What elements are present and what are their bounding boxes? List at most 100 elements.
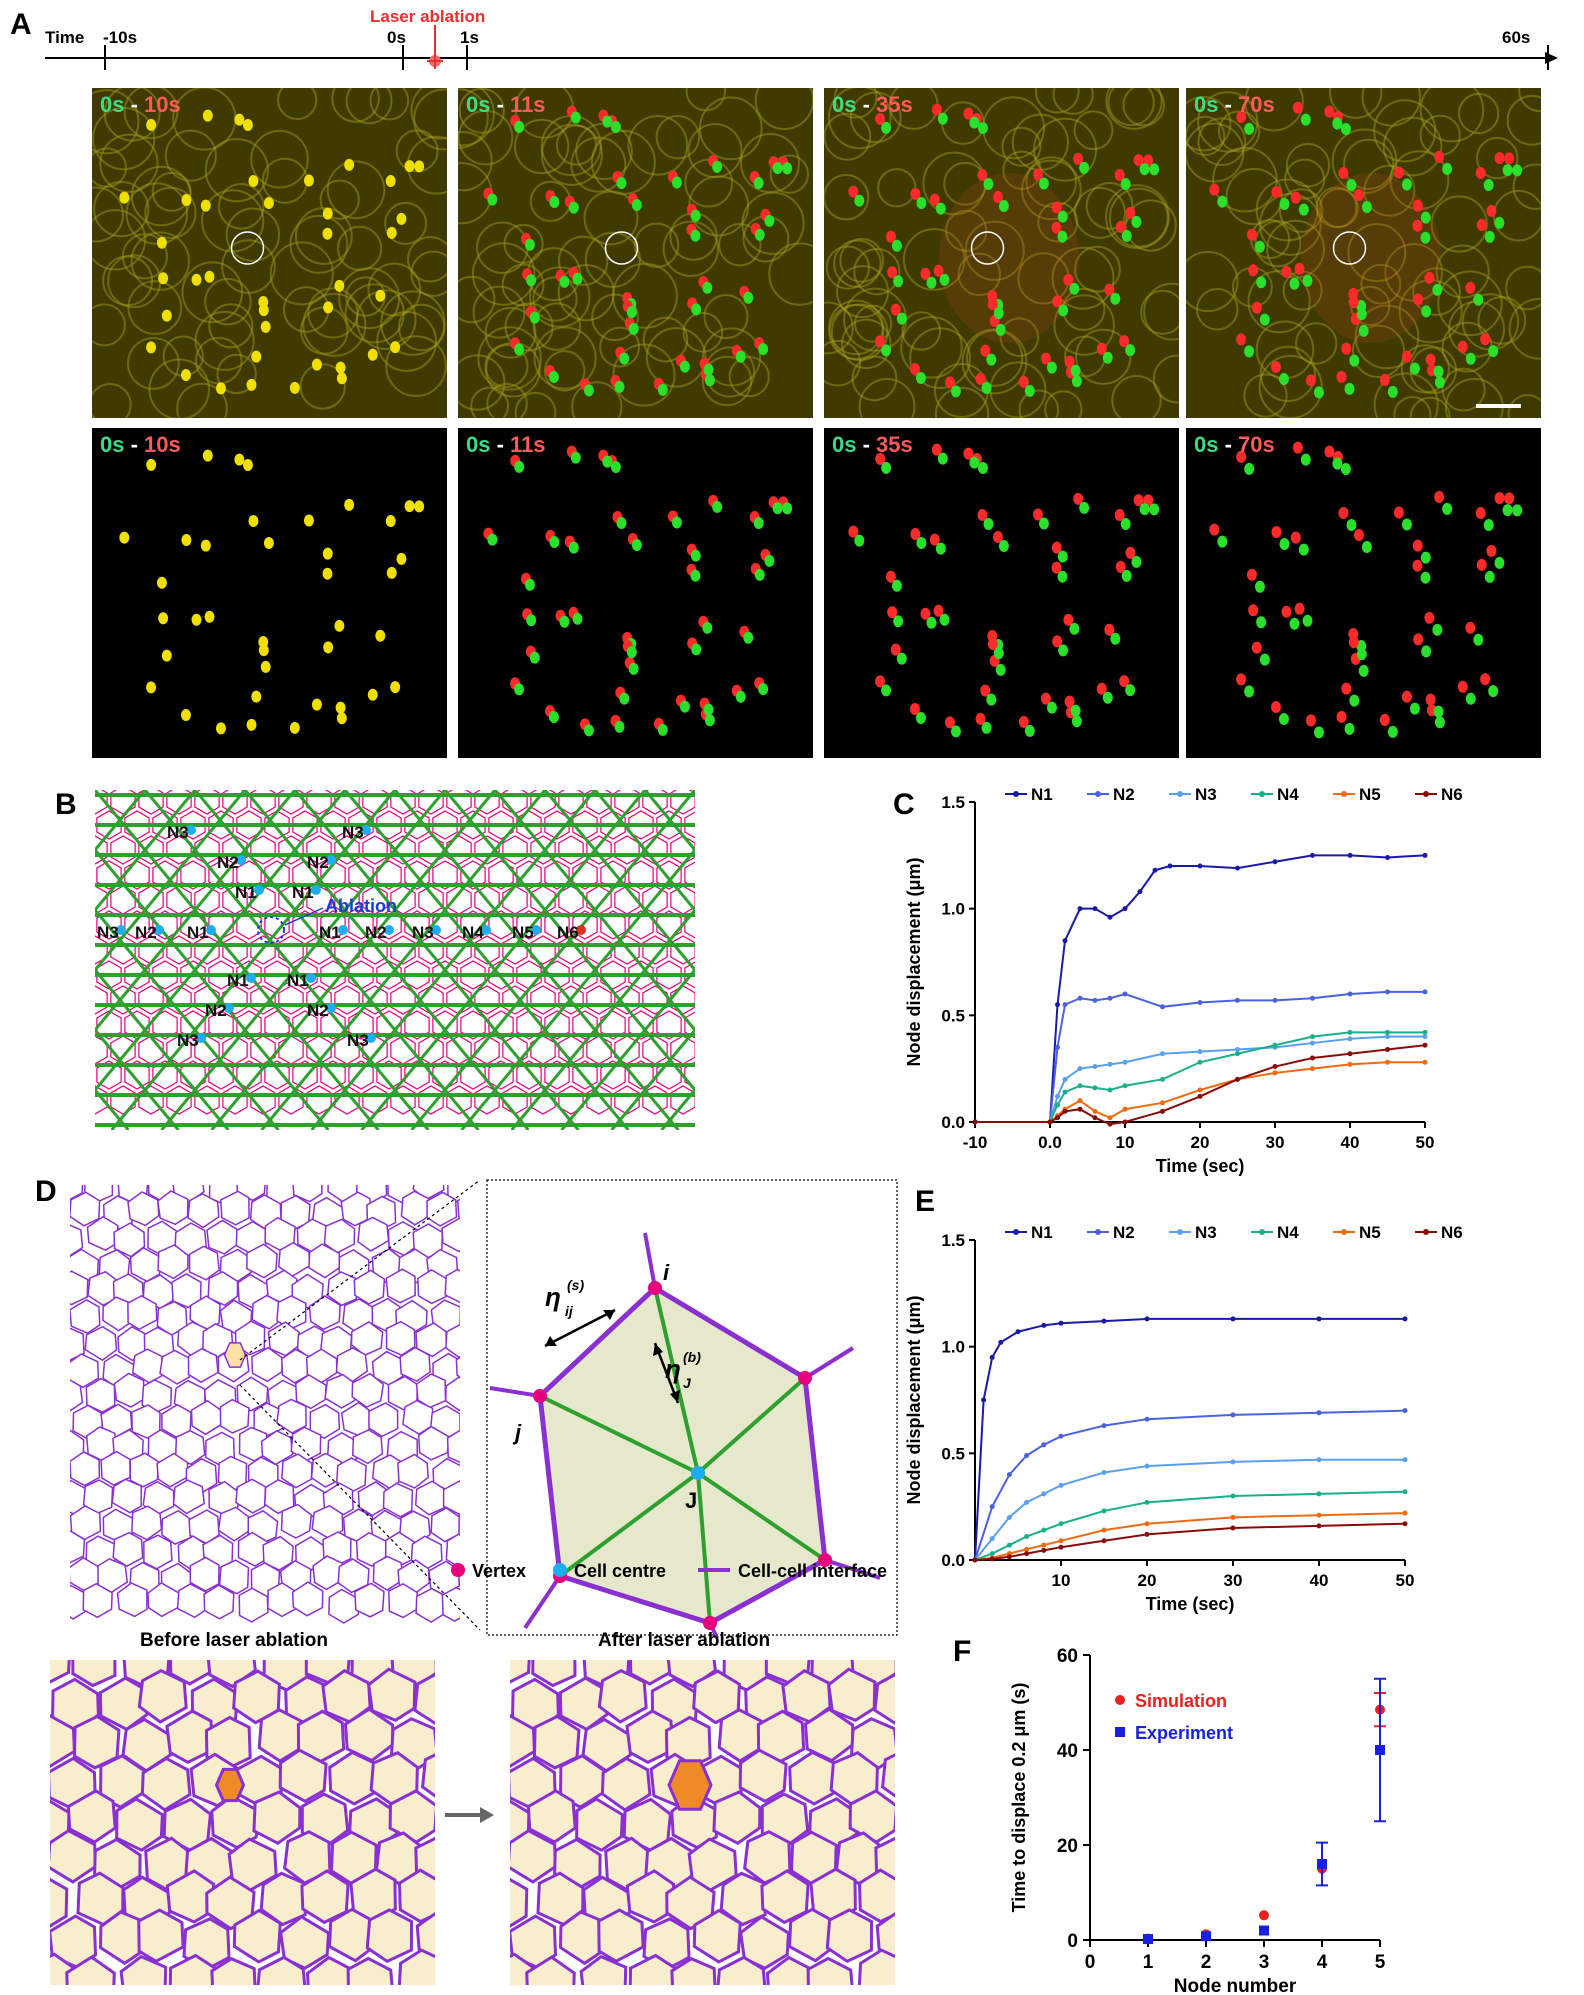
data-point xyxy=(1385,1046,1390,1052)
vertex-icon xyxy=(648,1281,662,1295)
data-point xyxy=(1422,989,1428,995)
data-point xyxy=(1058,1521,1064,1527)
data-point xyxy=(1041,1547,1047,1553)
data-point xyxy=(1101,1318,1107,1324)
viscosity-label: η xyxy=(545,1282,561,1312)
data-point xyxy=(1235,997,1240,1003)
data-point xyxy=(1092,1064,1098,1070)
data-point xyxy=(1310,852,1315,858)
data-point xyxy=(1101,1527,1107,1533)
data-point xyxy=(1092,1115,1098,1121)
lattice-node-label: N1 xyxy=(187,923,209,942)
data-point xyxy=(1230,1493,1236,1499)
data-point xyxy=(1422,1034,1428,1040)
data-point xyxy=(1402,1408,1408,1414)
tissue-after xyxy=(510,1660,895,1985)
data-point xyxy=(1107,995,1113,1001)
frame-timestamp: 0s - 11s xyxy=(466,432,546,457)
ablation-ring-icon xyxy=(257,916,285,944)
data-point xyxy=(1024,1534,1030,1540)
ablation-label: Ablation xyxy=(325,896,397,916)
data-point xyxy=(1160,1108,1165,1114)
data-point xyxy=(1310,1034,1315,1040)
data-point xyxy=(1310,1066,1315,1072)
lattice-node-icon xyxy=(311,885,321,895)
data-point xyxy=(1077,906,1083,912)
data-point xyxy=(1385,854,1390,860)
data-point xyxy=(1235,1051,1240,1057)
lattice-node-label: N1 xyxy=(319,923,341,942)
legend-swatch xyxy=(1115,1727,1125,1737)
ablation-marker-icon xyxy=(604,231,639,265)
data-point xyxy=(1024,1551,1030,1557)
data-point xyxy=(1197,1049,1203,1055)
data-point xyxy=(1422,852,1428,858)
ablation-marker-icon xyxy=(970,231,1005,265)
data-point xyxy=(1107,914,1113,920)
lattice-node-icon xyxy=(206,925,216,935)
data-point xyxy=(1230,1514,1236,1520)
series-line-N6 xyxy=(974,1522,1406,1561)
data-point xyxy=(1144,1499,1150,1505)
lattice-node-icon xyxy=(224,1003,234,1013)
data-point xyxy=(1062,1108,1068,1114)
legend-label: N3 xyxy=(1195,1223,1217,1242)
ablation-marker-icon xyxy=(230,231,265,265)
data-point xyxy=(1041,1491,1047,1497)
data-point xyxy=(1375,1745,1385,1755)
panel-label-c: C xyxy=(893,788,915,821)
data-point xyxy=(1055,1002,1060,1008)
x-axis-label: Node number xyxy=(1174,1976,1297,1995)
panel-label-f: F xyxy=(953,1635,972,1668)
data-point xyxy=(1077,995,1083,1001)
series-line-N2 xyxy=(974,1409,1406,1561)
y-tick-label: 1.5 xyxy=(941,1231,965,1250)
x-tick-label: 10 xyxy=(1116,1133,1135,1152)
data-point xyxy=(1347,1061,1353,1067)
series-line-N4 xyxy=(975,1031,1425,1123)
series-line-N2 xyxy=(975,990,1425,1123)
lattice-node-icon xyxy=(154,925,164,935)
data-point xyxy=(1062,1076,1068,1082)
x-tick-label: 20 xyxy=(1138,1571,1157,1590)
data-point xyxy=(1041,1322,1047,1328)
x-tick-label: 1 xyxy=(1143,1952,1154,1973)
data-point xyxy=(1310,995,1315,1001)
y-tick-label: 0.0 xyxy=(941,1113,965,1132)
data-point xyxy=(1197,1093,1203,1099)
x-tick-label: 20 xyxy=(1191,1133,1210,1152)
data-point xyxy=(1347,1051,1353,1057)
lattice-node-label: N3 xyxy=(167,823,189,842)
data-point xyxy=(1062,1002,1068,1008)
zoom-lines xyxy=(239,1179,481,1631)
vertex-icon xyxy=(798,1371,812,1385)
centre-legend-icon xyxy=(553,1563,567,1577)
data-point xyxy=(989,1504,995,1510)
frame-timestamp: 0s - 11s xyxy=(466,92,546,117)
series-line-N3 xyxy=(974,1458,1405,1561)
data-point xyxy=(1230,1316,1236,1322)
x-tick-label: 10 xyxy=(1052,1571,1071,1590)
lattice-node-label: N1 xyxy=(227,971,249,990)
data-point xyxy=(1402,1521,1408,1527)
data-point xyxy=(1058,1482,1064,1488)
data-point xyxy=(1062,1089,1068,1095)
lattice-node-icon xyxy=(384,925,394,935)
legend-item: Vertex xyxy=(472,1561,526,1581)
data-point xyxy=(1092,997,1098,1003)
before-title: Before laser ablation xyxy=(140,1630,328,1651)
data-point xyxy=(1201,1931,1211,1942)
data-point xyxy=(1058,1320,1064,1326)
data-point xyxy=(1077,1106,1083,1112)
lattice-node-label: N2 xyxy=(307,1001,329,1020)
frame-timestamp: 0s - 70s xyxy=(1194,432,1275,457)
x-axis-label: Time (sec) xyxy=(1156,1156,1245,1176)
tissue-before xyxy=(50,1660,435,1985)
legend-swatch xyxy=(1115,1695,1125,1705)
data-point xyxy=(1024,1499,1030,1505)
lattice-node-icon xyxy=(366,1033,376,1043)
data-point xyxy=(1122,991,1128,997)
data-point xyxy=(1077,1066,1083,1072)
